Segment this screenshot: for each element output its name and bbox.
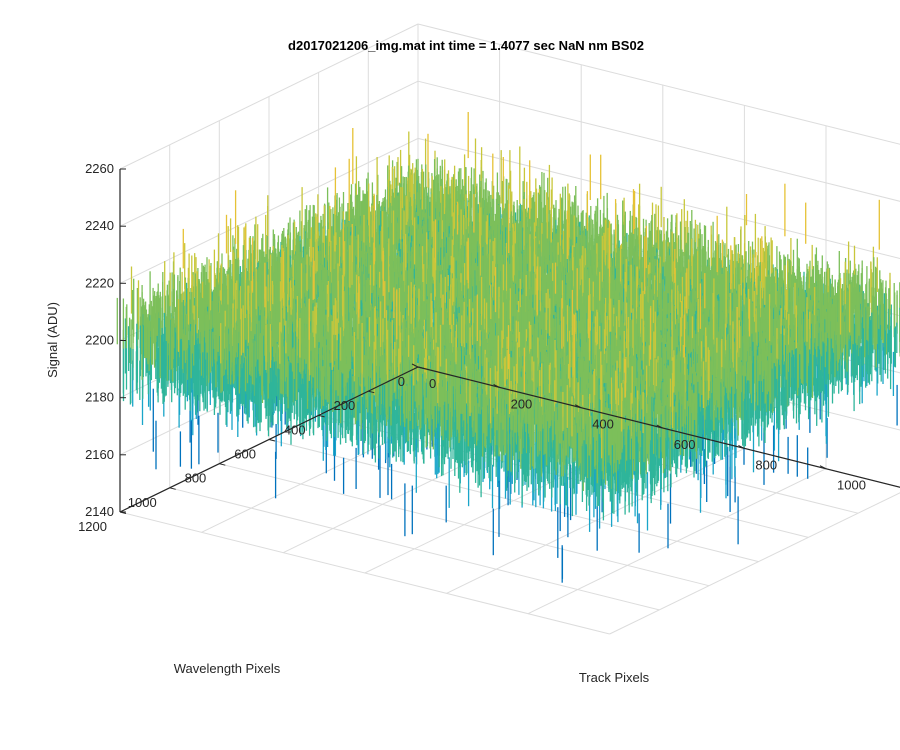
grid-line bbox=[219, 463, 710, 587]
grid-line bbox=[119, 80, 419, 227]
grid-line bbox=[169, 487, 660, 611]
grid-line bbox=[417, 137, 900, 260]
grid-line bbox=[609, 492, 900, 635]
grid-line bbox=[119, 137, 419, 284]
grid-line bbox=[417, 23, 900, 145]
grid-line bbox=[119, 511, 610, 635]
grid-line bbox=[417, 80, 900, 202]
grid-line bbox=[119, 23, 419, 170]
surface-plot bbox=[116, 112, 900, 583]
grid-line bbox=[268, 439, 759, 563]
